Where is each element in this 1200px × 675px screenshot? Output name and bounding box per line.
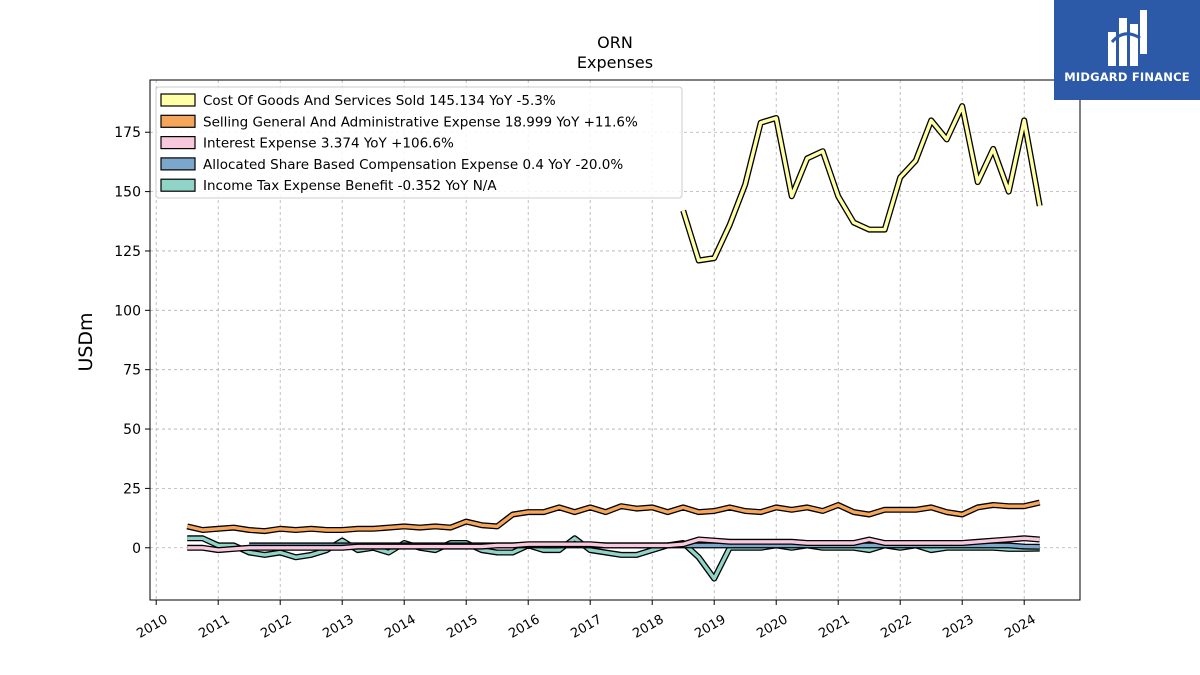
x-tick-label: 2020 — [754, 612, 790, 642]
series-outline — [680, 103, 1043, 264]
y-tick-label: 175 — [114, 125, 141, 141]
legend-box — [155, 86, 683, 199]
logo-text: MIDGARD FINANCE — [1064, 70, 1190, 84]
x-tick-label: 2013 — [320, 612, 356, 642]
legend-swatch — [160, 93, 196, 107]
brand-logo: MIDGARD FINANCE — [1054, 0, 1200, 100]
series-line — [681, 104, 1042, 263]
logo-mark-icon — [1108, 10, 1147, 66]
x-tick-label: 2016 — [506, 612, 542, 642]
y-tick-label: 75 — [123, 363, 141, 379]
x-tick-label: 2023 — [940, 612, 976, 642]
y-tick-label: 50 — [123, 422, 141, 438]
legend-swatch — [160, 157, 196, 171]
x-tick-label: 2011 — [196, 612, 232, 642]
x-tick-label: 2015 — [444, 612, 480, 642]
legend-label: Cost Of Goods And Services Sold 145.134 … — [203, 93, 556, 109]
y-tick-label: 25 — [123, 481, 141, 497]
series-2 — [187, 535, 1040, 554]
legend-label: Income Tax Expense Benefit -0.352 YoY N/… — [203, 178, 497, 194]
legend-swatch — [160, 136, 196, 150]
series-0 — [680, 103, 1043, 264]
y-tick-label: 125 — [114, 244, 141, 260]
series-line — [186, 500, 1041, 533]
x-tick-label: 2022 — [878, 612, 914, 642]
x-tick-label: 2021 — [816, 612, 852, 642]
x-tick-label: 2017 — [568, 612, 604, 642]
y-axis-label: USDm — [75, 312, 97, 371]
chart-title: ORN — [597, 33, 633, 52]
x-tick-label: 2018 — [630, 612, 666, 642]
series-outline — [186, 499, 1041, 535]
legend: Cost Of Goods And Services Sold 145.134 … — [155, 86, 683, 199]
x-tick-label: 2024 — [1002, 612, 1038, 642]
y-tick-label: 150 — [114, 185, 141, 201]
x-tick-label: 2010 — [134, 612, 170, 642]
series-lines — [186, 103, 1043, 582]
legend-label: Allocated Share Based Compensation Expen… — [203, 157, 623, 173]
x-tick-label: 2014 — [382, 612, 418, 642]
legend-swatch — [160, 114, 196, 128]
chart-subtitle: Expenses — [577, 53, 653, 72]
legend-label: Interest Expense 3.374 YoY +106.6% — [203, 136, 454, 152]
legend-swatch — [160, 178, 196, 192]
y-tick-label: 0 — [132, 541, 141, 557]
legend-label: Selling General And Administrative Expen… — [203, 114, 638, 130]
x-tick-label: 2012 — [258, 612, 294, 642]
plot-frame — [149, 79, 1081, 601]
y-tick-label: 100 — [114, 303, 141, 319]
x-tick-label: 2019 — [692, 612, 728, 642]
series-line — [187, 536, 1040, 552]
series-1 — [186, 499, 1041, 535]
